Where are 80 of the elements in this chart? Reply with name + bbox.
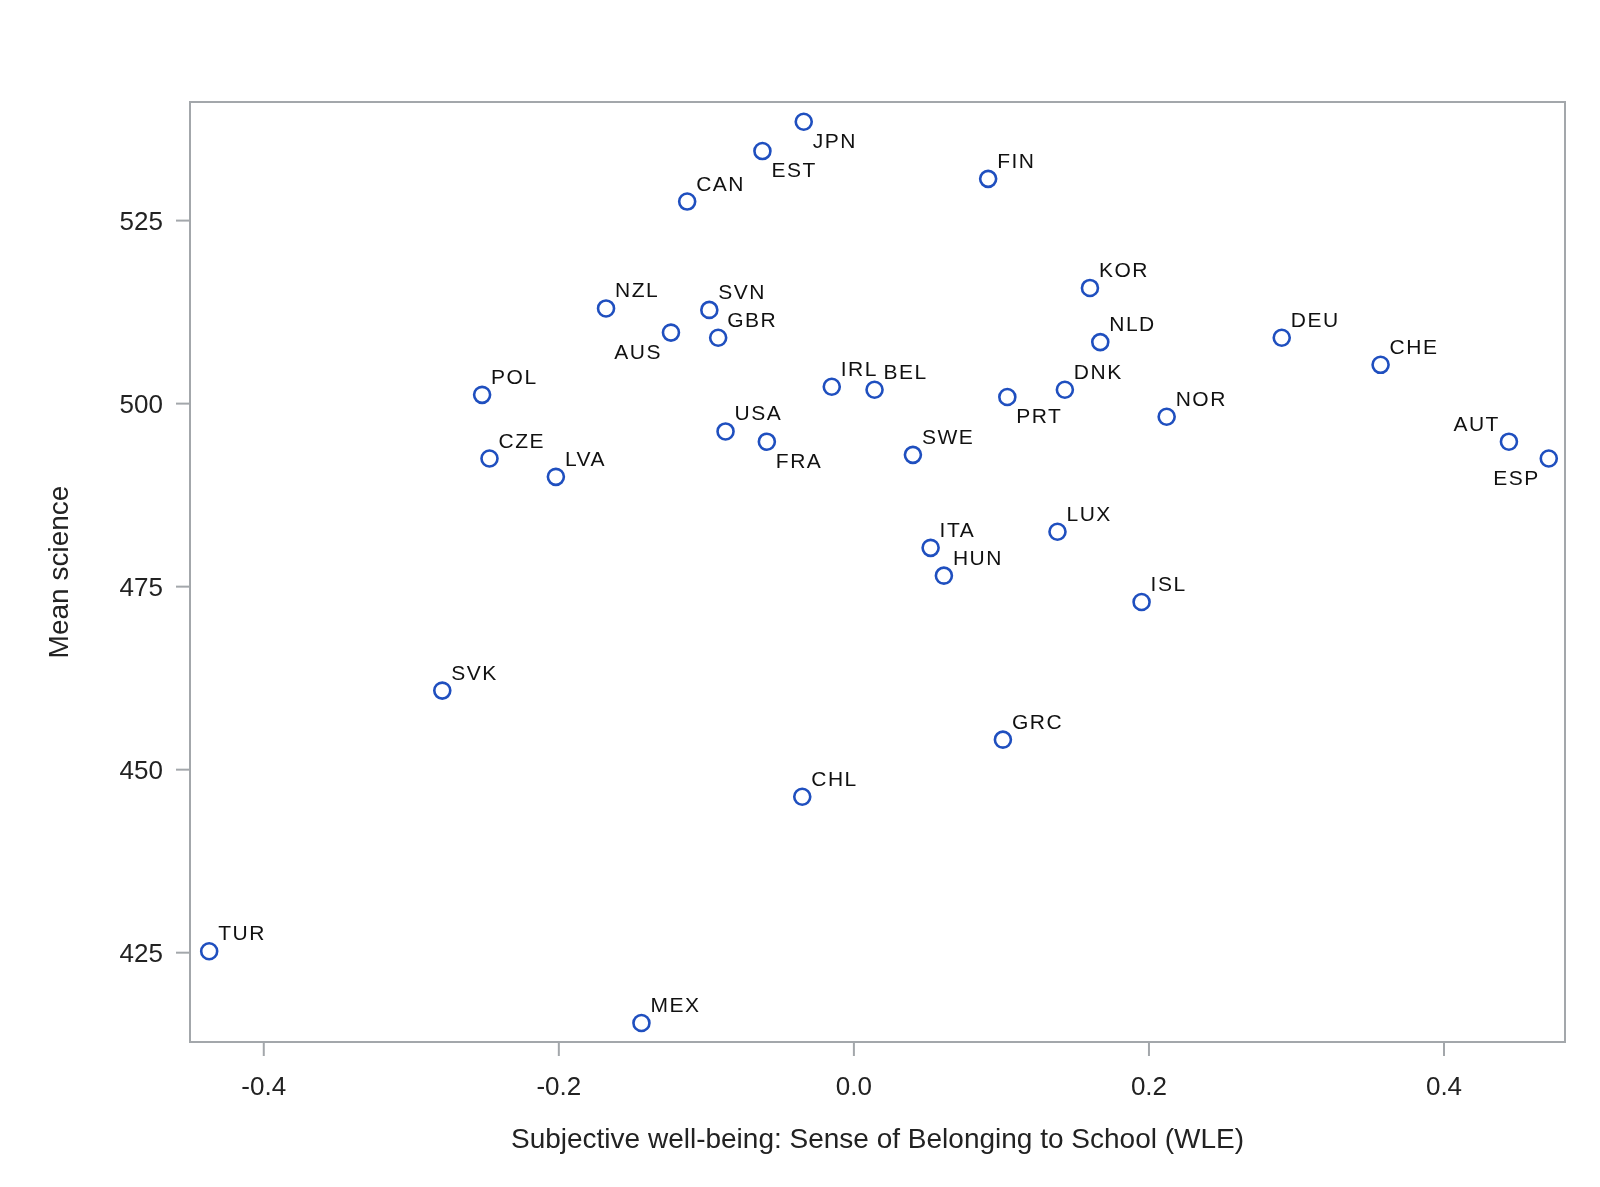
- series-label: LUX: [1066, 501, 1112, 525]
- series-label: NOR: [1175, 386, 1227, 410]
- series-label: GRC: [1011, 709, 1064, 733]
- series-label: TUR: [218, 921, 266, 945]
- point: [1157, 407, 1176, 427]
- series-label: CHL: [811, 766, 858, 790]
- series-label: BEL: [883, 359, 928, 383]
- point: [677, 192, 697, 211]
- point: [998, 387, 1017, 407]
- x-tick-label: -0.2: [536, 1071, 582, 1101]
- point: [1048, 522, 1067, 542]
- series-label: CAN: [696, 171, 746, 195]
- point: [753, 141, 772, 161]
- series-label: ITA: [939, 517, 976, 541]
- series-label: NZL: [615, 278, 660, 302]
- point: [199, 941, 219, 961]
- y-tick-label: 525: [119, 205, 163, 236]
- point: [596, 299, 616, 318]
- point: [1080, 278, 1100, 298]
- y-tick-label: 500: [119, 388, 163, 419]
- series-label: ISL: [1150, 572, 1187, 596]
- x-axis-title: Subjective well-being: Sense of Belonging to School (WLE): [510, 1123, 1245, 1154]
- series-label: SVK: [451, 660, 498, 684]
- point: [921, 538, 940, 558]
- point: [934, 566, 954, 585]
- series-label: SVN: [718, 279, 766, 303]
- point: [716, 422, 735, 441]
- series-label: HUN: [952, 545, 1003, 569]
- series-label: PRT: [1016, 404, 1063, 428]
- series-label: EST: [771, 158, 817, 182]
- series-label: MEX: [650, 992, 701, 1016]
- series-label: FIN: [997, 148, 1036, 172]
- series-label: AUS: [614, 339, 662, 363]
- series-label: NLD: [1109, 312, 1156, 336]
- point: [432, 681, 452, 700]
- point: [1090, 332, 1110, 352]
- point: [978, 169, 998, 189]
- point: [480, 449, 499, 468]
- series-label: LVA: [564, 446, 606, 470]
- y-tick-label: 450: [119, 754, 163, 785]
- series-label: DEU: [1290, 307, 1340, 331]
- series-label: CHE: [1389, 334, 1439, 358]
- point: [708, 328, 728, 348]
- series-label: GBR: [727, 307, 778, 331]
- series-label: FRA: [775, 448, 823, 472]
- series-label: USA: [734, 401, 783, 425]
- x-tick-label: 0.4: [1425, 1071, 1463, 1101]
- x-tick-label: 0.2: [1130, 1071, 1168, 1101]
- series-label: ESP: [1493, 465, 1540, 489]
- y-tick-label: 475: [119, 571, 163, 602]
- series-label: POL: [491, 364, 538, 388]
- series-label: CZE: [498, 428, 545, 452]
- series-label: AUT: [1453, 411, 1500, 435]
- point: [472, 385, 492, 405]
- point: [700, 300, 719, 320]
- point: [865, 380, 884, 400]
- point: [757, 432, 777, 451]
- point: [661, 323, 681, 342]
- y-axis-title: Mean science: [43, 485, 74, 659]
- point: [546, 467, 566, 487]
- point: [792, 787, 812, 807]
- point: [1272, 328, 1292, 348]
- point: [1499, 432, 1519, 451]
- series-label: KOR: [1098, 257, 1149, 281]
- point: [1539, 449, 1559, 468]
- point: [1371, 355, 1390, 375]
- point: [632, 1013, 651, 1033]
- x-tick-label: -0.4: [241, 1071, 287, 1101]
- series-label: DNK: [1073, 359, 1123, 383]
- y-tick-label: 425: [119, 937, 163, 968]
- point: [993, 730, 1013, 749]
- x-tick-label: 0.0: [835, 1071, 872, 1101]
- point: [1055, 380, 1075, 400]
- series-label: IRL: [840, 356, 878, 380]
- point: [903, 445, 923, 465]
- point: [794, 112, 814, 132]
- series-label: SWE: [921, 424, 975, 448]
- point: [1132, 592, 1151, 612]
- point: [822, 377, 842, 397]
- series-label: JPN: [812, 128, 857, 152]
